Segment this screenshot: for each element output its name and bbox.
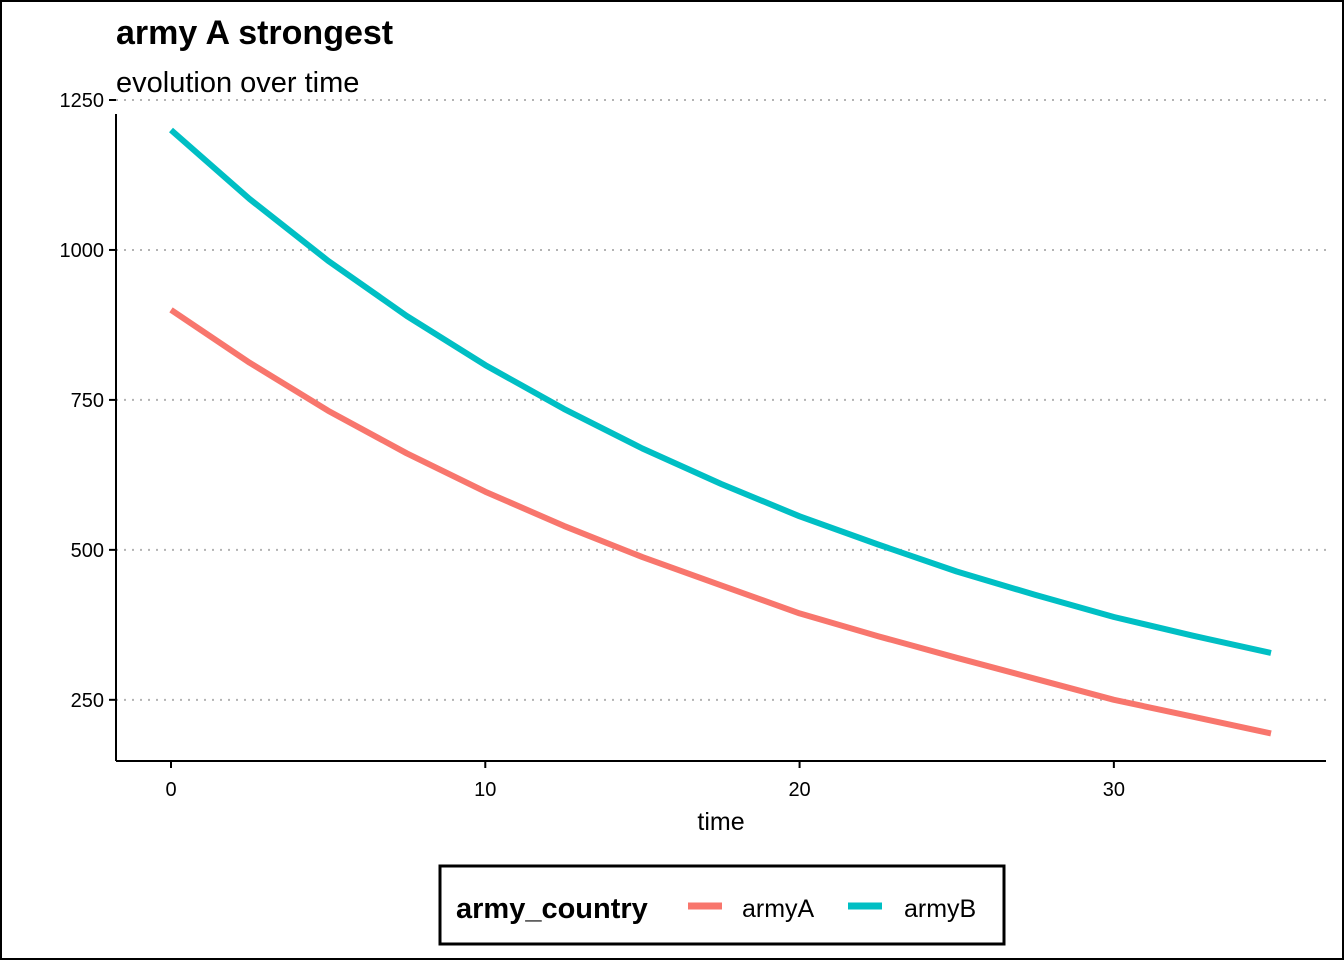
legend-label-armyB: armyB [904,895,976,923]
series-line-armyA [169,307,1272,737]
x-tick-label-20: 20 [788,779,810,801]
y-tick-label-500: 500 [71,540,104,562]
x-tick-label-10: 10 [474,779,496,801]
tick-labels: 250 500 750 1000 1250 0 10 20 30 [60,90,1125,801]
x-axis-title: time [697,808,744,836]
x-tick-label-30: 30 [1103,779,1125,801]
series-lines [169,127,1272,737]
legend: army_country armyA armyB [438,864,1006,946]
chart-title: army A strongest [116,14,393,52]
x-tick-label-0: 0 [165,779,176,801]
legend-title: army_country [456,893,648,925]
y-tick-label-250: 250 [71,690,104,712]
y-tick-label-1250: 1250 [60,90,105,112]
chart-subtitle: evolution over time [116,67,359,99]
legend-label-armyA: armyA [742,895,815,923]
axes [115,114,1326,762]
series-line-armyB [169,127,1272,656]
y-tick-label-750: 750 [71,390,104,412]
y-tick-label-1000: 1000 [60,240,105,262]
